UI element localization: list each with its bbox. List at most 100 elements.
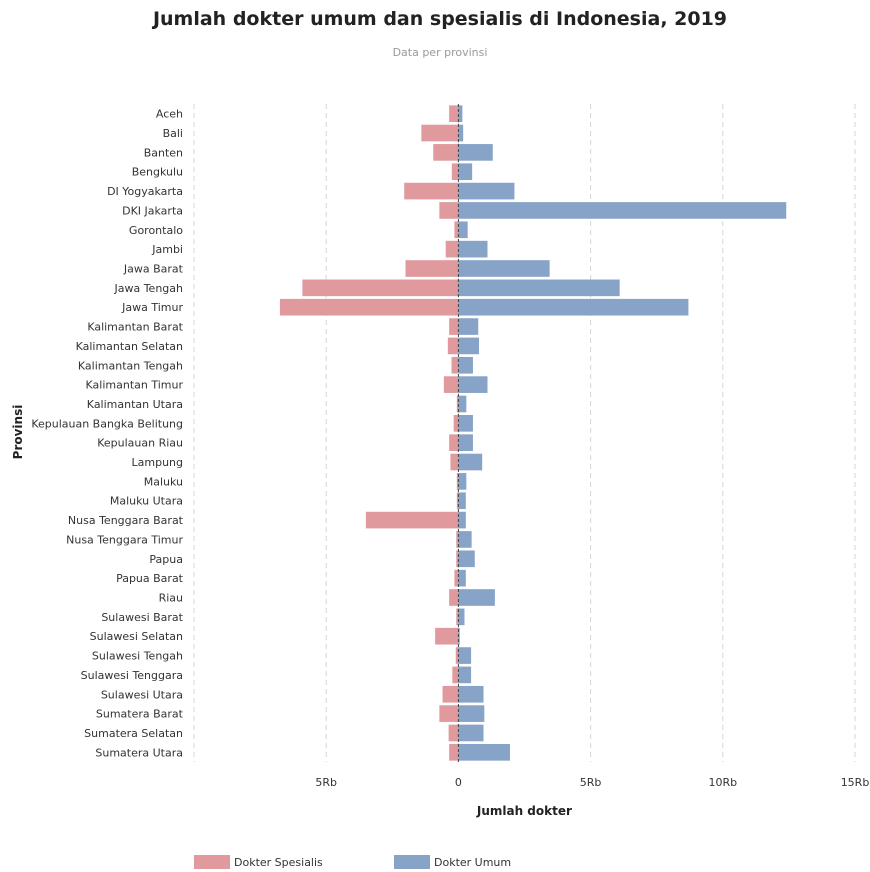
y-tick-label: Lampung — [132, 456, 184, 469]
y-tick-label: Gorontalo — [129, 224, 183, 237]
bar-dokter-umum — [458, 685, 484, 703]
bar-dokter-umum — [458, 395, 467, 413]
legend-item-umum[interactable]: Dokter Umum — [394, 855, 511, 869]
y-tick-label: Sulawesi Utara — [101, 688, 183, 701]
bar-dokter-umum — [458, 318, 479, 335]
y-tick-label: Nusa Tenggara Barat — [68, 514, 184, 527]
legend-item-spesialis[interactable]: Dokter Spesialis — [194, 855, 323, 869]
y-tick-label: DI Yogyakarta — [107, 185, 183, 198]
bar-dokter-spesialis — [405, 260, 459, 277]
bar-dokter-spesialis — [439, 202, 459, 219]
legend: Dokter Spesialis Dokter Umum — [0, 855, 870, 872]
bar-dokter-spesialis — [443, 376, 459, 393]
y-tick-label: Jambi — [151, 243, 183, 256]
bar-dokter-umum — [458, 376, 488, 393]
bar-dokter-umum — [458, 415, 473, 432]
bar-dokter-spesialis — [365, 511, 459, 529]
y-tick-label: Kalimantan Timur — [86, 379, 184, 392]
y-tick-label: Kepulauan Riau — [97, 437, 183, 450]
legend-swatch-umum — [394, 855, 430, 869]
x-tick-label: 5Rb — [315, 776, 337, 789]
bar-dokter-spesialis — [435, 627, 459, 645]
bar-dokter-umum — [458, 453, 483, 471]
bar-dokter-spesialis — [445, 240, 459, 258]
bar-dokter-umum — [458, 608, 465, 626]
chart-title: Jumlah dokter umum dan spesialis di Indo… — [152, 8, 728, 30]
y-tick-label: Kalimantan Tengah — [78, 359, 183, 372]
bar-dokter-spesialis — [456, 550, 459, 568]
bar-dokter-umum — [458, 124, 464, 142]
bar-dokter-umum — [458, 298, 689, 316]
y-tick-label: Papua — [149, 553, 183, 566]
y-tick-label: Sumatera Selatan — [84, 727, 183, 740]
bar-dokter-umum — [458, 221, 468, 239]
bar-dokter-umum — [458, 589, 495, 606]
bar-dokter-spesialis — [456, 492, 459, 510]
bar-dokter-umum — [458, 569, 466, 587]
y-tick-label: DKI Jakarta — [122, 204, 183, 217]
x-axis-title: Jumlah dokter — [476, 804, 572, 818]
bar-dokter-umum — [458, 434, 473, 451]
bar-dokter-umum — [458, 531, 472, 548]
bar-dokter-umum — [458, 744, 510, 761]
chart-subtitle: Data per provinsi — [392, 46, 488, 59]
bar-dokter-spesialis — [448, 724, 459, 742]
y-tick-label: Kalimantan Barat — [87, 321, 183, 334]
y-tick-label: Maluku — [144, 475, 183, 488]
bar-dokter-umum — [458, 202, 787, 219]
bar-dokter-spesialis — [442, 685, 459, 703]
bar-dokter-spesialis — [456, 531, 459, 548]
y-tick-label: Sumatera Barat — [96, 708, 184, 721]
y-tick-label: Kalimantan Utara — [87, 398, 183, 411]
y-tick-label: Jawa Tengah — [113, 282, 183, 295]
bar-dokter-umum — [458, 473, 467, 490]
y-tick-label: Jawa Barat — [123, 263, 184, 276]
bar-dokter-umum — [458, 163, 473, 181]
bar-dokter-spesialis — [433, 144, 459, 161]
bar-dokter-umum — [458, 279, 620, 297]
bar-dokter-spesialis — [451, 356, 459, 374]
bar-dokter-spesialis — [452, 666, 459, 684]
bar-dokter-umum — [458, 627, 460, 645]
bar-dokter-umum — [458, 724, 484, 742]
bar-dokter-spesialis — [302, 279, 459, 297]
bar-dokter-umum — [458, 260, 550, 277]
bar-dokter-spesialis — [439, 705, 459, 722]
bar-dokter-spesialis — [449, 105, 459, 122]
bar-dokter-umum — [458, 666, 472, 684]
y-tick-label: Bengkulu — [132, 166, 183, 179]
bar-dokter-umum — [458, 647, 472, 664]
y-tick-label: Bali — [163, 127, 183, 140]
y-tick-label: Kalimantan Selatan — [76, 340, 183, 353]
y-tick-label: Jawa Timur — [121, 301, 183, 314]
y-tick-label: Sulawesi Tenggara — [81, 669, 183, 682]
bar-dokter-umum — [458, 240, 488, 258]
bar-dokter-umum — [458, 550, 475, 568]
y-tick-label: Sulawesi Barat — [101, 611, 183, 624]
y-tick-label: Sulawesi Tengah — [92, 650, 183, 663]
y-tick-label: Kepulauan Bangka Belitung — [31, 417, 183, 430]
bar-dokter-spesialis — [454, 569, 459, 587]
y-tick-label: Sumatera Utara — [95, 746, 183, 759]
y-axis-title: Provinsi — [11, 405, 25, 460]
y-tick-label: Aceh — [156, 108, 183, 121]
x-tick-label: 5Rb — [580, 776, 602, 789]
bar-dokter-spesialis — [456, 395, 459, 413]
bar-dokter-spesialis — [455, 647, 459, 664]
bar-dokter-umum — [458, 705, 485, 722]
bar-dokter-spesialis — [453, 415, 459, 432]
bar-dokter-spesialis — [421, 124, 459, 142]
bar-dokter-spesialis — [404, 182, 459, 200]
bar-dokter-spesialis — [449, 434, 459, 451]
legend-label-umum: Dokter Umum — [434, 855, 512, 869]
y-tick-label: Riau — [159, 592, 183, 605]
legend-label-spesialis: Dokter Spesialis — [234, 855, 323, 869]
bar-dokter-spesialis — [456, 473, 459, 490]
y-tick-label: Banten — [144, 146, 183, 159]
y-tick-label: Papua Barat — [116, 572, 184, 585]
bar-dokter-umum — [458, 492, 466, 510]
bar-dokter-spesialis — [456, 608, 459, 626]
bar-dokter-spesialis — [451, 163, 459, 181]
bar-dokter-umum — [458, 337, 480, 355]
x-tick-label: 0 — [455, 776, 462, 789]
